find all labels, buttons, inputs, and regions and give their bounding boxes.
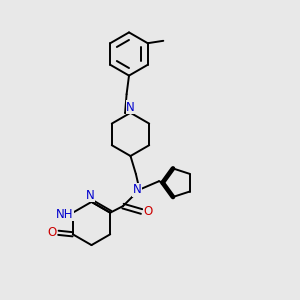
Text: N: N [126,101,135,114]
Text: O: O [144,205,153,218]
Text: NH: NH [56,208,73,221]
Text: N: N [133,183,142,196]
Text: O: O [47,226,56,239]
Text: N: N [85,189,94,202]
